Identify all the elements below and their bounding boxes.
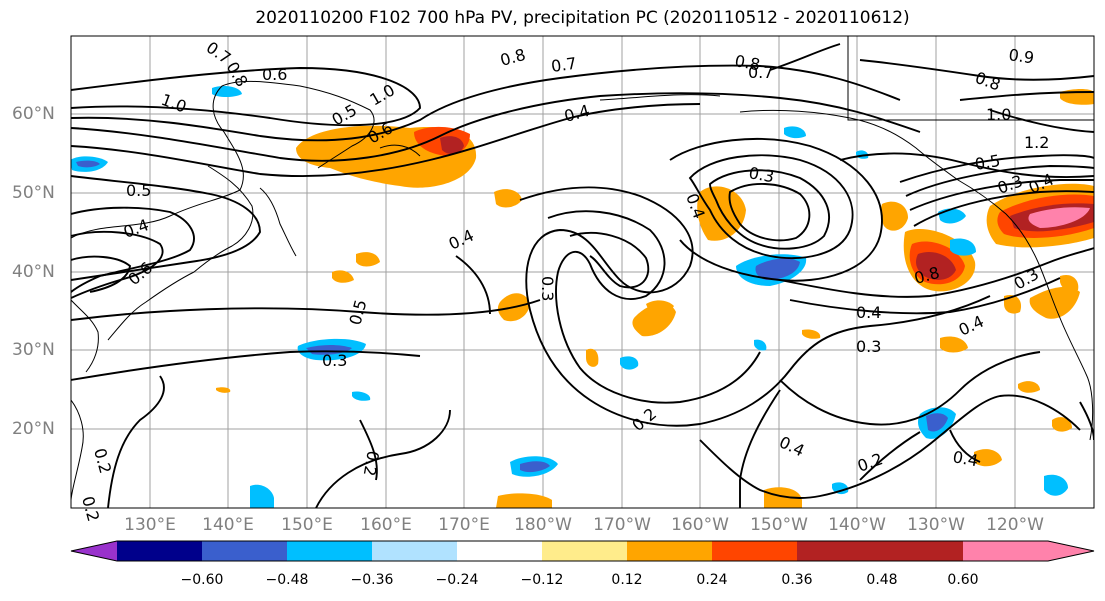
- contour-label: 0.3: [747, 163, 775, 186]
- lon-label: 150°W: [750, 515, 808, 535]
- contour-label: 0.6: [262, 65, 287, 84]
- lon-label: 140°E: [202, 515, 254, 535]
- colorbar-tick: −0.48: [265, 572, 309, 588]
- colorbar-tick: 0.36: [781, 572, 813, 588]
- lat-label: 20°N: [12, 419, 55, 439]
- lon-label: 160°E: [360, 515, 412, 535]
- lon-label: 140°W: [828, 515, 886, 535]
- lon-label: 130°W: [907, 515, 965, 535]
- lon-label: 180°W: [514, 515, 572, 535]
- gridlines: [71, 36, 1094, 508]
- lon-label: 170°W: [593, 515, 651, 535]
- colorbar-segment: [202, 541, 287, 561]
- lat-label: 60°N: [12, 104, 55, 124]
- colorbar-tick: −0.36: [350, 572, 394, 588]
- colorbar-segment: [542, 541, 627, 561]
- lat-label: 50°N: [12, 183, 55, 203]
- contour-label: 0.8: [733, 51, 761, 74]
- colorbar-tick: −0.12: [520, 572, 564, 588]
- contour-label: 0.5: [973, 151, 1001, 174]
- contour-label: 1.2: [1024, 133, 1049, 152]
- lat-label: 30°N: [12, 340, 55, 360]
- colorbar-tick: −0.60: [180, 572, 224, 588]
- colorbar: [70, 540, 1095, 562]
- colorbar-segment: [797, 541, 882, 561]
- colorbar-tick: 0.48: [866, 572, 898, 588]
- lat-label: 40°N: [12, 262, 55, 282]
- map-frame: [70, 35, 1095, 509]
- contour-label: 1.0: [986, 105, 1011, 124]
- contour-label: 0.7: [550, 54, 578, 76]
- colorbar-segment: [882, 541, 963, 561]
- map-title: 2020110200 F102 700 hPa PV, precipitatio…: [255, 8, 910, 28]
- colorbar-segment: [117, 541, 202, 561]
- colorbar-extend-max: [963, 541, 1094, 561]
- contour-label: 0.3: [322, 351, 347, 370]
- contour-label: 0.9: [1007, 45, 1035, 67]
- contour-label: 0.4: [856, 303, 881, 322]
- lon-label: 160°W: [671, 515, 729, 535]
- pv-contours: [71, 43, 1094, 508]
- colorbar-segment: [627, 541, 712, 561]
- lon-label: 150°E: [281, 515, 333, 535]
- colorbar-tick: −0.24: [435, 572, 479, 588]
- coastlines: [71, 36, 1094, 501]
- lon-label: 170°E: [438, 515, 490, 535]
- contour-label: 0.3: [538, 276, 557, 301]
- colorbar-segment: [712, 541, 797, 561]
- colorbar-tick: 0.60: [947, 572, 979, 588]
- contour-label: 0.3: [856, 337, 881, 356]
- lon-label: 130°E: [124, 515, 176, 535]
- colorbar-segment: [457, 541, 542, 561]
- contour-label: 0.7: [748, 63, 773, 82]
- lon-label: 120°W: [986, 515, 1044, 535]
- contour-label: 0.4: [951, 447, 979, 470]
- colorbar-segment: [372, 541, 457, 561]
- colorbar-extend-min: [71, 541, 117, 561]
- contour-label: 0.5: [126, 181, 151, 200]
- colorbar-tick: 0.24: [696, 572, 728, 588]
- colorbar-tick: 0.12: [611, 572, 643, 588]
- colorbar-segment: [287, 541, 372, 561]
- contour-label: 0.2: [360, 449, 383, 477]
